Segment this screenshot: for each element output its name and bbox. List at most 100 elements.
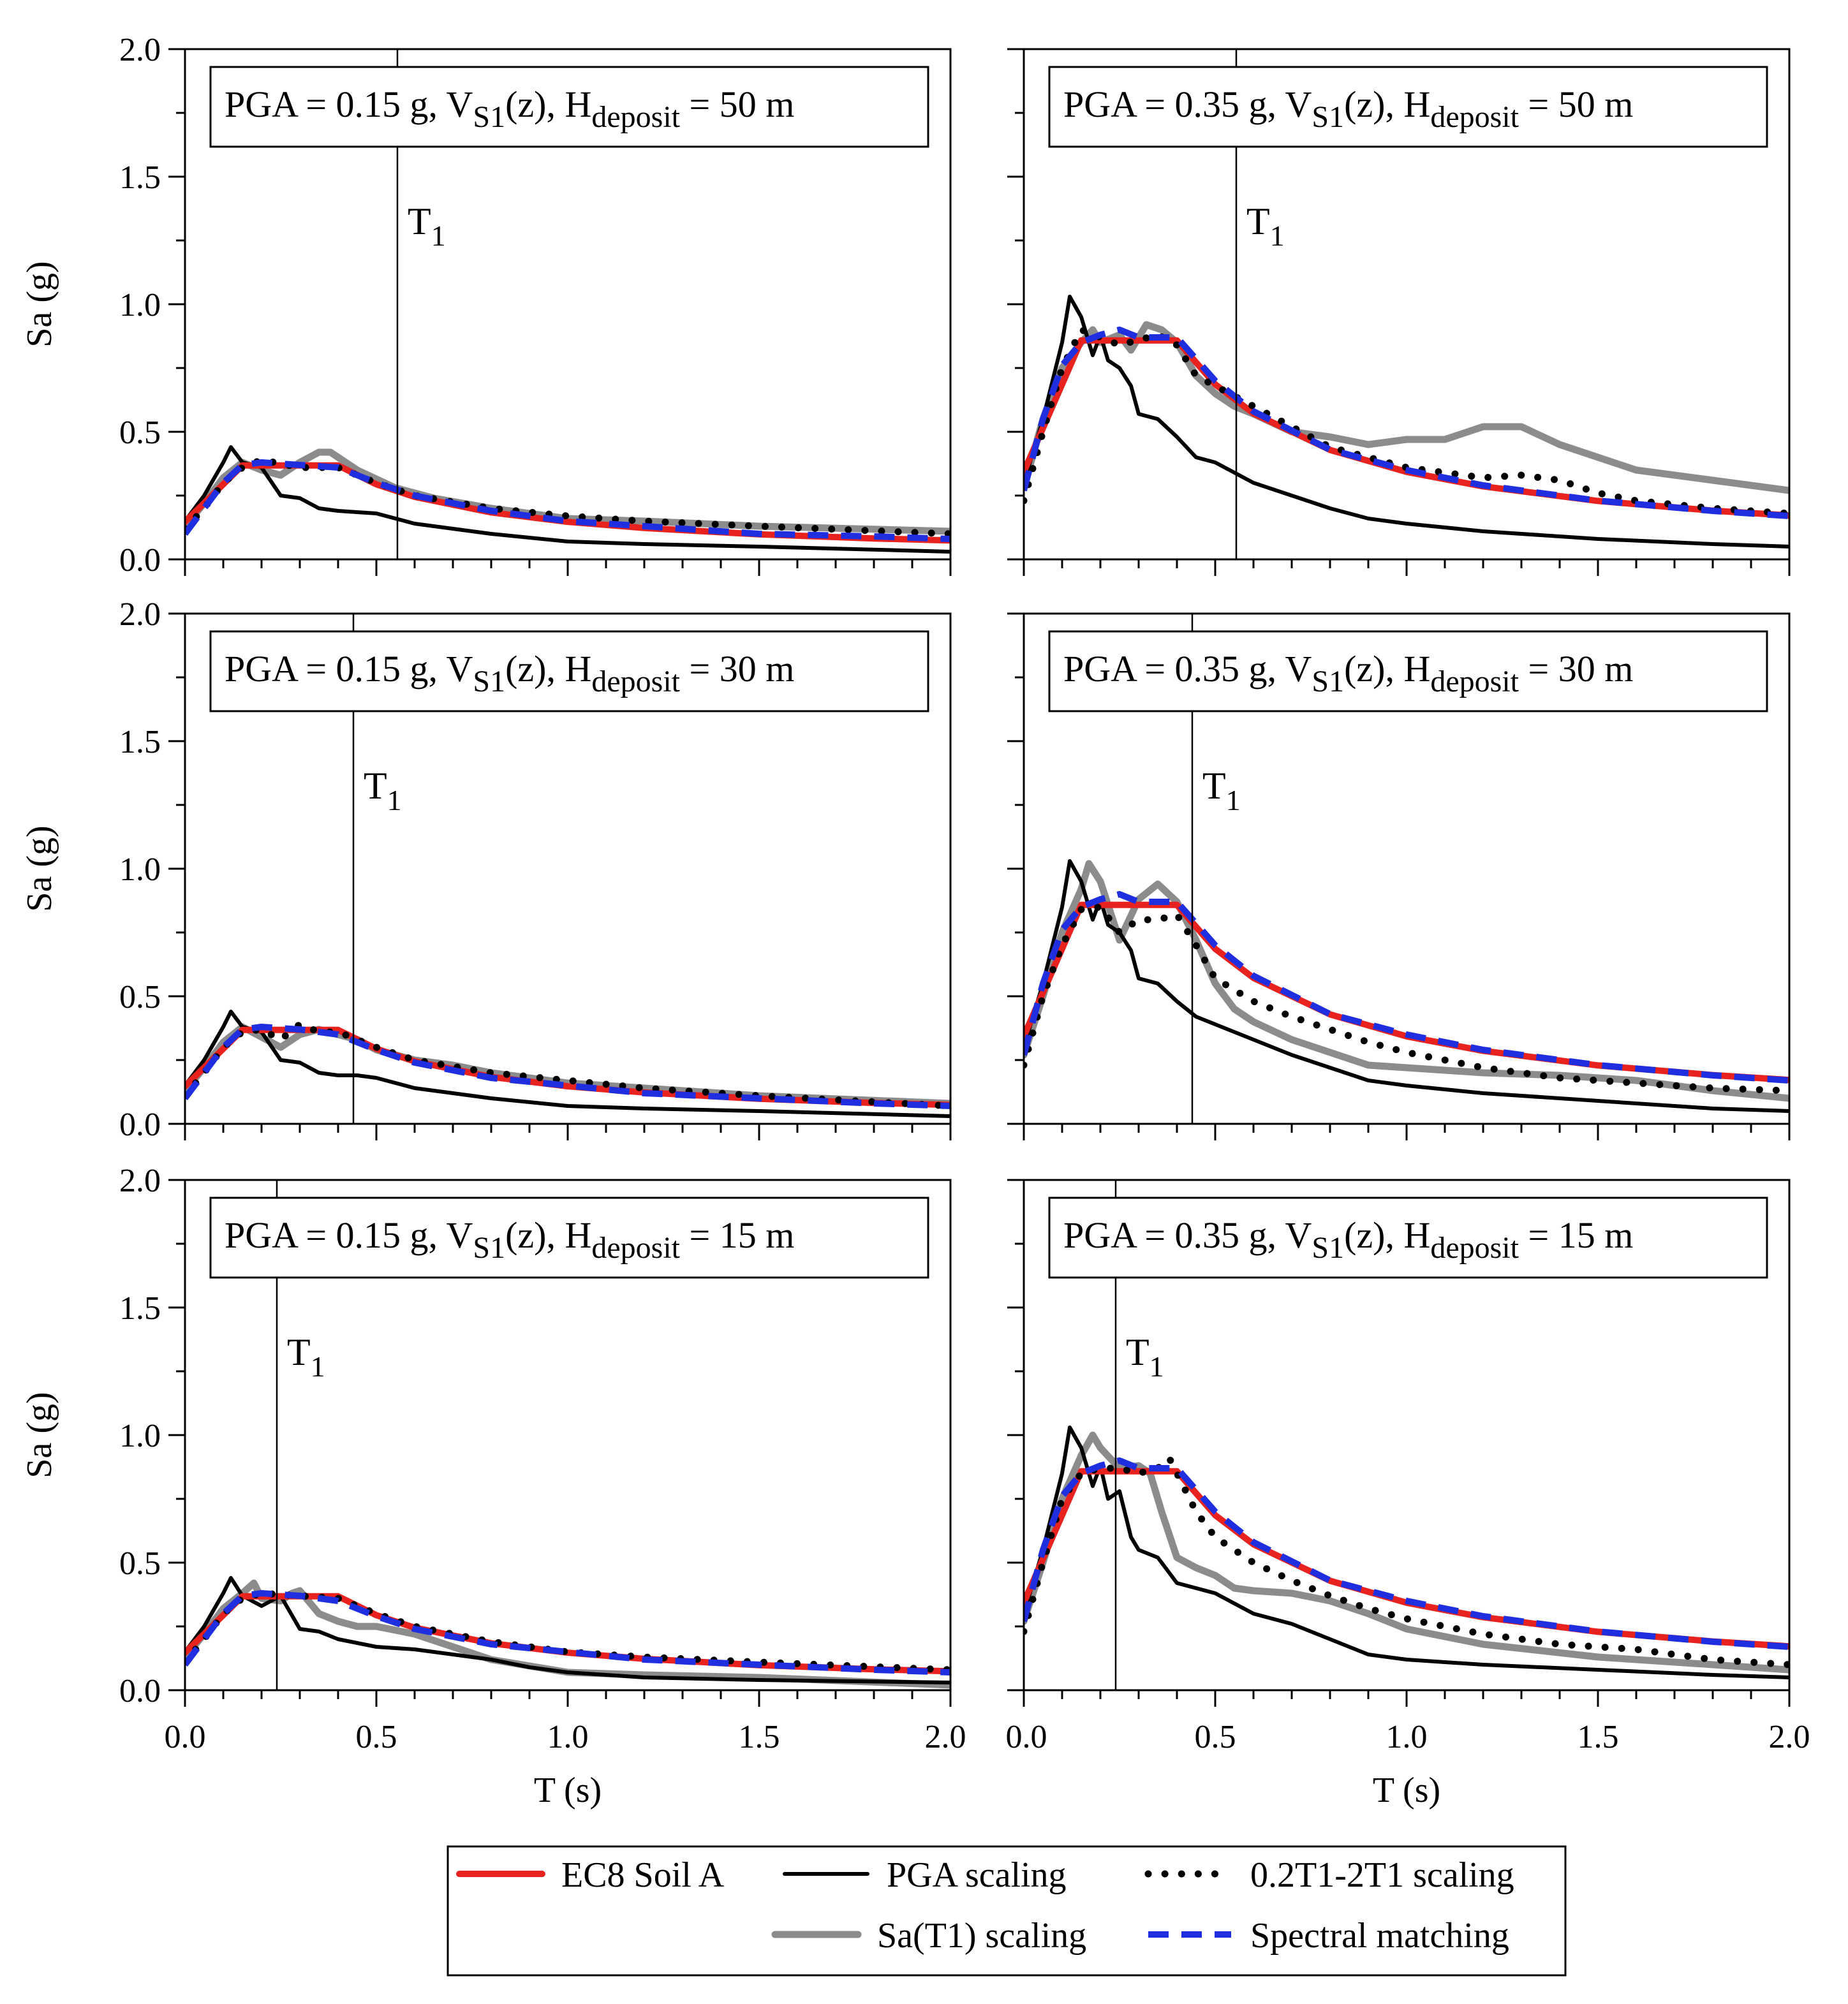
panel-title-vsub: S1: [473, 100, 505, 134]
legend-label-range: 0.2T1-2T1 scaling: [1250, 1855, 1514, 1895]
y-tick-label: 1.5: [119, 1290, 161, 1327]
panel-title: PGA = 0.15 g, VS1(z), Hdeposit = 30 m: [225, 648, 794, 698]
panel-title: PGA = 0.35 g, VS1(z), Hdeposit = 15 m: [1063, 1214, 1633, 1265]
panel-title-tail: = 15 m: [680, 1214, 794, 1256]
y-tick-label: 0.5: [119, 979, 161, 1015]
panel-p15a: T1 PGA = 0.15 g, VS1(z), Hdeposit = 15 m 0…: [20, 1163, 966, 1810]
panel-title-tail: = 50 m: [1519, 84, 1633, 125]
legend-label-sat1: Sa(T1) scaling: [877, 1916, 1086, 1956]
t1-label: T1: [287, 1331, 325, 1383]
series-match-line: [1024, 891, 1789, 1084]
panel-title-pga: PGA = 0.15 g, V: [225, 648, 473, 689]
t1-label: T1: [1246, 200, 1285, 252]
series-group: [185, 1576, 950, 1689]
series-pga-line: [185, 1576, 950, 1684]
panel-title-box: [209, 66, 929, 148]
legend-item-range: 0.2T1-2T1 scaling: [1144, 1855, 1514, 1895]
x-tick-label: 2.0: [925, 1719, 966, 1755]
panel-title-pga: PGA = 0.15 g, V: [225, 1214, 473, 1256]
x-tick-label: 1.5: [739, 1719, 780, 1755]
y-tick-label: 0.0: [119, 1107, 161, 1143]
x-tick-label: 1.5: [1578, 1719, 1619, 1755]
legend-label-ec8: EC8 Soil A: [561, 1855, 725, 1895]
panel-title-hsub: deposit: [1430, 665, 1519, 698]
panel-title-mid: (z), H: [1344, 1214, 1430, 1256]
panel-title-box: [1048, 630, 1768, 712]
panel-title-pga: PGA = 0.15 g, V: [225, 84, 473, 125]
y-tick-label: 0.5: [119, 1545, 161, 1582]
panel-title: PGA = 0.15 g, VS1(z), Hdeposit = 50 m: [225, 84, 794, 134]
series-match-line: [185, 1024, 950, 1109]
panel-title-hsub: deposit: [591, 100, 680, 134]
legend-item-match: Spectral matching: [1148, 1916, 1509, 1956]
panel-title: PGA = 0.35 g, VS1(z), Hdeposit = 50 m: [1063, 84, 1633, 134]
panel-title-tail: = 30 m: [680, 648, 794, 689]
y-tick-label: 1.0: [119, 287, 161, 323]
y-tick-label: 2.0: [119, 1163, 161, 1199]
panel-p50a: T1 PGA = 0.15 g, VS1(z), Hdeposit = 50 m 0…: [20, 32, 952, 578]
panel-p15b: T1 PGA = 0.35 g, VS1(z), Hdeposit = 15 m 0…: [1006, 1179, 1810, 1810]
t1-label-sub: 1: [1226, 784, 1241, 816]
legend-box: [447, 1845, 1567, 1977]
legend: EC8 Soil A PGA scaling 0.2T1-2T1 scaling Sa…: [447, 1845, 1567, 1977]
series-sat1-line: [1024, 1431, 1789, 1674]
t1-label-sub: 1: [387, 784, 402, 816]
t1-label-sub: 1: [311, 1350, 325, 1383]
panel-title-vsub: S1: [1312, 665, 1344, 698]
t1-label-main: T: [1126, 1331, 1149, 1373]
y-tick-label: 2.0: [119, 596, 161, 633]
x-tick-label: 2.0: [1769, 1719, 1810, 1755]
panel-title-pga: PGA = 0.35 g, V: [1063, 84, 1312, 125]
t1-label-main: T: [1202, 765, 1226, 807]
series-pga-line: [185, 1010, 950, 1118]
panel-title-box: [1048, 1197, 1768, 1279]
series-group: [185, 1010, 950, 1118]
x-tick-label: 0.5: [1195, 1719, 1236, 1755]
y-axis-label: Sa (g): [20, 1392, 59, 1478]
series-group: [185, 445, 950, 554]
series-group: [1024, 295, 1789, 549]
series-match-line: [1024, 1457, 1789, 1650]
panel-title-box: [209, 1197, 929, 1279]
x-tick-label: 1.0: [1386, 1719, 1428, 1755]
x-tick-label: 0.5: [356, 1719, 397, 1755]
legend-item-ec8: EC8 Soil A: [456, 1855, 725, 1895]
t1-label: T1: [1202, 765, 1241, 816]
x-tick-label: 0.0: [165, 1719, 206, 1755]
y-axis-label: Sa (g): [20, 261, 59, 347]
panel-title-vsub: S1: [1312, 100, 1344, 134]
panel-title-mid: (z), H: [1344, 84, 1430, 125]
x-tick-label: 0.0: [1006, 1719, 1047, 1755]
legend-item-sat1: Sa(T1) scaling: [771, 1916, 1086, 1956]
x-axis-label: T (s): [1373, 1771, 1440, 1810]
panel-title-tail: = 50 m: [680, 84, 794, 125]
panel-title-tail: = 15 m: [1519, 1214, 1633, 1256]
panel-title: PGA = 0.35 g, VS1(z), Hdeposit = 30 m: [1063, 648, 1633, 698]
panel-title-hsub: deposit: [1430, 100, 1519, 134]
y-tick-label: 1.0: [119, 1418, 161, 1454]
panel-title-hsub: deposit: [591, 665, 680, 698]
y-tick-label: 0.0: [119, 1673, 161, 1709]
panel-title-hsub: deposit: [1430, 1231, 1519, 1265]
t1-label: T1: [408, 200, 446, 252]
series-match-line: [185, 459, 950, 542]
panel-title-hsub: deposit: [591, 1231, 680, 1265]
series-pga-line: [1024, 1426, 1789, 1679]
legend-item-pga: PGA scaling: [783, 1855, 1067, 1895]
series-pga-line: [185, 445, 950, 554]
panel-title-vsub: S1: [473, 665, 505, 698]
panel-p50b: T1 PGA = 0.35 g, VS1(z), Hdeposit = 50 m: [1007, 48, 1791, 576]
series-match-line: [1024, 327, 1789, 519]
y-tick-label: 0.0: [119, 542, 161, 578]
panel-title-mid: (z), H: [505, 648, 591, 689]
panel-p30b: T1 PGA = 0.35 g, VS1(z), Hdeposit = 30 m: [1007, 612, 1791, 1140]
y-tick-label: 2.0: [119, 32, 161, 68]
y-tick-label: 1.5: [119, 724, 161, 760]
panel-title-pga: PGA = 0.35 g, V: [1063, 1214, 1312, 1256]
panel-title-vsub: S1: [1312, 1231, 1344, 1265]
x-axis-label: T (s): [534, 1771, 602, 1810]
y-tick-label: 1.0: [119, 851, 161, 888]
